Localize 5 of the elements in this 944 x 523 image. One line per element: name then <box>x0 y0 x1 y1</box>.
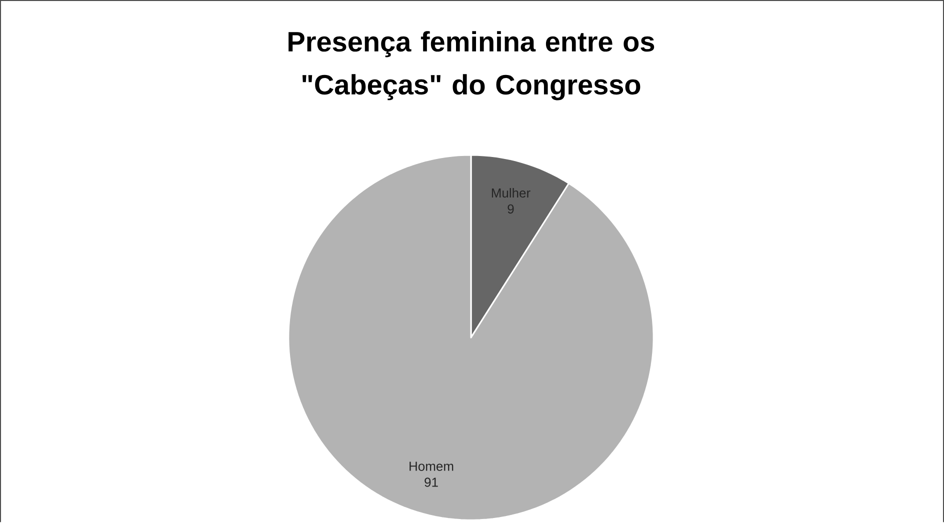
data-label: 91 <box>424 478 438 488</box>
slice-label: Homem <box>410 462 454 472</box>
data-label: 9 <box>508 204 514 214</box>
slice-label: Mulher <box>492 188 530 198</box>
chart-title: Presença feminina entre os "Cabeças" do Congresso <box>288 31 654 100</box>
